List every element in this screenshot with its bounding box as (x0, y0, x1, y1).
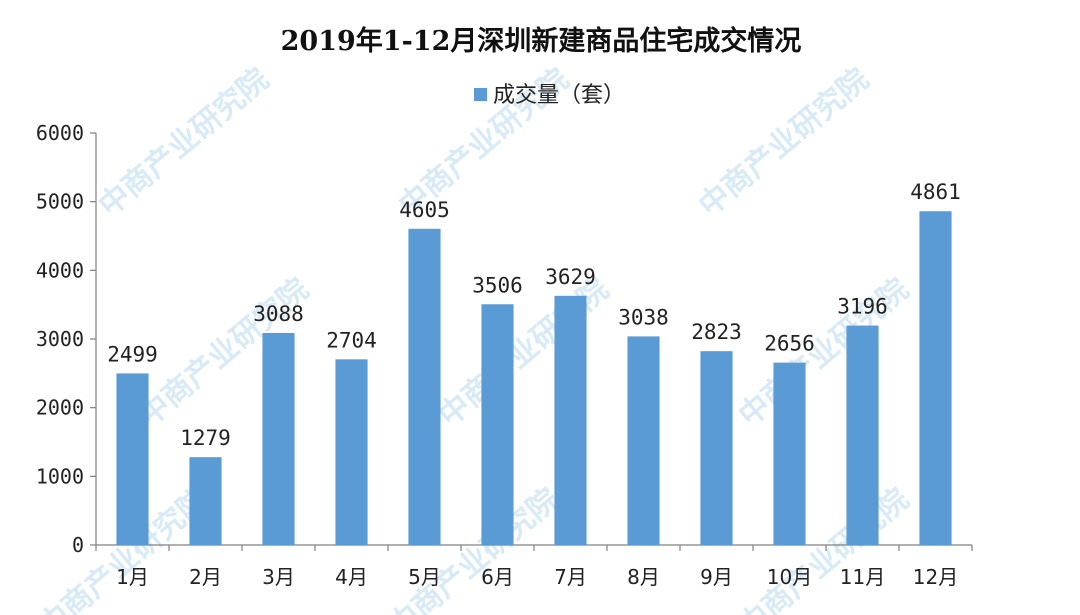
bar (262, 332, 295, 545)
chart-title: 2019年1-12月深圳新建商品住宅成交情况 (281, 25, 802, 57)
bar (919, 211, 952, 545)
x-tick-label: 10月 (767, 565, 812, 589)
data-label: 3506 (472, 273, 523, 297)
y-tick-label: 4000 (36, 258, 84, 282)
data-label: 4861 (910, 180, 961, 204)
bar (116, 373, 149, 545)
y-tick-label: 0 (72, 533, 84, 557)
y-axis-ticks: 0 1000 2000 3000 4000 5000 6000 (36, 121, 96, 557)
data-label: 2704 (326, 328, 377, 352)
data-label: 2823 (691, 320, 742, 344)
bar-series (116, 211, 952, 546)
bar (408, 228, 441, 546)
x-tick-label: 1月 (116, 565, 149, 589)
data-label: 3088 (253, 302, 304, 326)
bar (554, 295, 587, 545)
x-tick-label: 4月 (335, 565, 368, 589)
y-tick-label: 6000 (36, 121, 84, 145)
data-label: 3629 (545, 265, 596, 289)
y-tick-label: 3000 (36, 327, 84, 351)
data-label: 3196 (837, 295, 888, 319)
bar (700, 351, 733, 545)
data-label: 2656 (764, 332, 815, 356)
y-tick-label: 5000 (36, 190, 84, 214)
bar (189, 457, 222, 545)
bar (846, 325, 879, 545)
legend-label: 成交量（套） (493, 83, 625, 108)
data-label: 3038 (618, 305, 669, 329)
x-axis-ticks: 1月 2月 3月 4月 5月 6月 7月 8月 9月 10月 11月 12月 (95, 545, 973, 589)
bar (335, 359, 368, 545)
x-tick-label: 11月 (840, 565, 885, 589)
x-tick-label: 5月 (408, 565, 441, 589)
data-label: 2499 (107, 342, 158, 366)
bar (481, 304, 514, 545)
bar (773, 362, 806, 545)
y-tick-label: 1000 (36, 464, 84, 488)
data-label: 4605 (399, 198, 450, 222)
x-tick-label: 9月 (700, 565, 733, 589)
legend-swatch (474, 88, 487, 101)
bar (627, 336, 660, 545)
x-tick-label: 2月 (189, 565, 222, 589)
y-tick-label: 2000 (36, 396, 84, 420)
data-label: 1279 (180, 426, 231, 450)
data-labels: 2499 1279 3088 2704 4605 3506 3629 3038 2823 2656… (107, 180, 961, 450)
x-tick-label: 7月 (554, 565, 587, 589)
x-tick-label: 8月 (627, 565, 660, 589)
legend: 成交量（套） (474, 83, 625, 108)
x-tick-label: 6月 (481, 565, 514, 589)
x-tick-label: 12月 (913, 565, 958, 589)
x-tick-label: 3月 (262, 565, 295, 589)
